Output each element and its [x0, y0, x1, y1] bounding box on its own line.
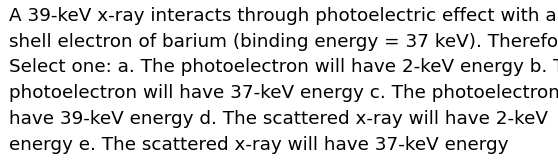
- Text: energy e. The scattered x-ray will have 37-keV energy: energy e. The scattered x-ray will have …: [9, 136, 508, 154]
- Text: Select one: a. The photoelectron will have 2-keV energy b. The: Select one: a. The photoelectron will ha…: [9, 58, 558, 76]
- Text: shell electron of barium (binding energy = 37 keV). Therefore:: shell electron of barium (binding energy…: [9, 33, 558, 51]
- Text: A 39-keV x-ray interacts through photoelectric effect with a K-: A 39-keV x-ray interacts through photoel…: [9, 7, 558, 25]
- Text: photoelectron will have 37-keV energy c. The photoelectron will: photoelectron will have 37-keV energy c.…: [9, 84, 558, 102]
- Text: have 39-keV energy d. The scattered x-ray will have 2-keV: have 39-keV energy d. The scattered x-ra…: [9, 110, 548, 128]
